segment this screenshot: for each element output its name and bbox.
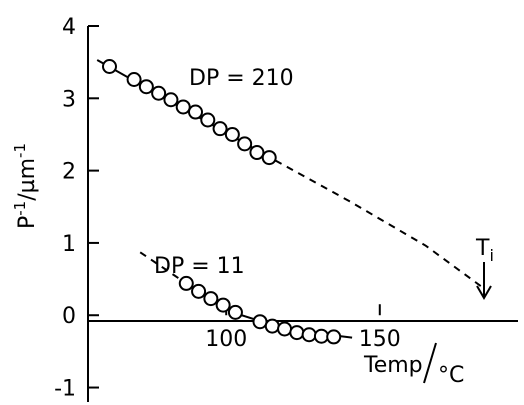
- x-axis-label-temp: Temp: [363, 353, 423, 378]
- ti-annotation: Ti: [475, 236, 494, 300]
- ticks: 4 3 2 1 0 -1 100 150: [54, 15, 401, 402]
- series-line-dp210-dashed: [274, 159, 482, 288]
- data-point-dp11: [301, 327, 317, 343]
- data-point-dp11: [215, 297, 231, 313]
- data-point-dp210: [138, 79, 154, 95]
- x-axis-label: Temp °C: [363, 342, 464, 388]
- data-point-dp210: [102, 58, 117, 74]
- data-point-dp210: [224, 126, 240, 142]
- y-tick-label: 1: [62, 232, 76, 257]
- data-point-dp210: [237, 136, 253, 152]
- y-tick-label: 0: [62, 304, 76, 329]
- data-point-dp11: [191, 283, 207, 299]
- axes: [87, 26, 518, 402]
- y-tick-label: 4: [62, 15, 76, 40]
- series-label-dp11: DP = 11: [154, 254, 245, 279]
- data-point-dp210: [261, 150, 277, 166]
- y-tick-label: 3: [62, 87, 76, 112]
- data-point-dp11: [264, 318, 280, 334]
- x-tick-label: 100: [205, 327, 247, 352]
- ti-arrow-head: [476, 285, 492, 300]
- series-line-dp11-dashed: [139, 251, 187, 285]
- ti-annotation-subscript: i: [489, 246, 493, 265]
- data-point-dp210: [163, 92, 179, 108]
- x-axis-label-slash: [423, 342, 437, 384]
- ti-annotation-text: T: [475, 236, 490, 261]
- data-point-dp210: [200, 112, 216, 128]
- y-tick-label: 2: [62, 160, 76, 185]
- y-label-sup1: -1: [11, 201, 29, 216]
- data-point-dp210: [249, 145, 265, 161]
- data-point-dp210: [212, 121, 228, 137]
- data-point-dp11: [252, 314, 268, 330]
- y-label-sep: /µm: [15, 158, 40, 201]
- series-label-dp210: DP = 210: [189, 66, 294, 91]
- data-point-dp210: [188, 104, 203, 120]
- data-point-dp11: [313, 328, 329, 344]
- data-point-dp11: [203, 291, 219, 307]
- data-point-dp11: [178, 275, 194, 291]
- series-lines: [96, 59, 482, 339]
- data-point-dp11: [277, 321, 293, 337]
- y-tick-label: -1: [54, 377, 76, 402]
- data-point-dp210: [175, 99, 191, 115]
- y-label-sup2: -1: [11, 143, 29, 158]
- data-point-dp11: [326, 329, 342, 345]
- ti-annotation-label: Ti: [475, 236, 494, 265]
- y-axis-label: P-1/µm-1: [11, 143, 40, 229]
- data-point-dp210: [126, 72, 142, 88]
- y-label-base: P: [15, 216, 40, 229]
- data-point-dp11: [227, 304, 243, 320]
- y-axis-label-text: P-1/µm-1: [11, 143, 40, 229]
- x-axis-label-unit: °C: [438, 363, 464, 388]
- data-point-dp11: [289, 325, 305, 341]
- x-tick-label: 150: [359, 327, 401, 352]
- data-point-dp210: [151, 85, 167, 101]
- series-markers: [102, 58, 342, 345]
